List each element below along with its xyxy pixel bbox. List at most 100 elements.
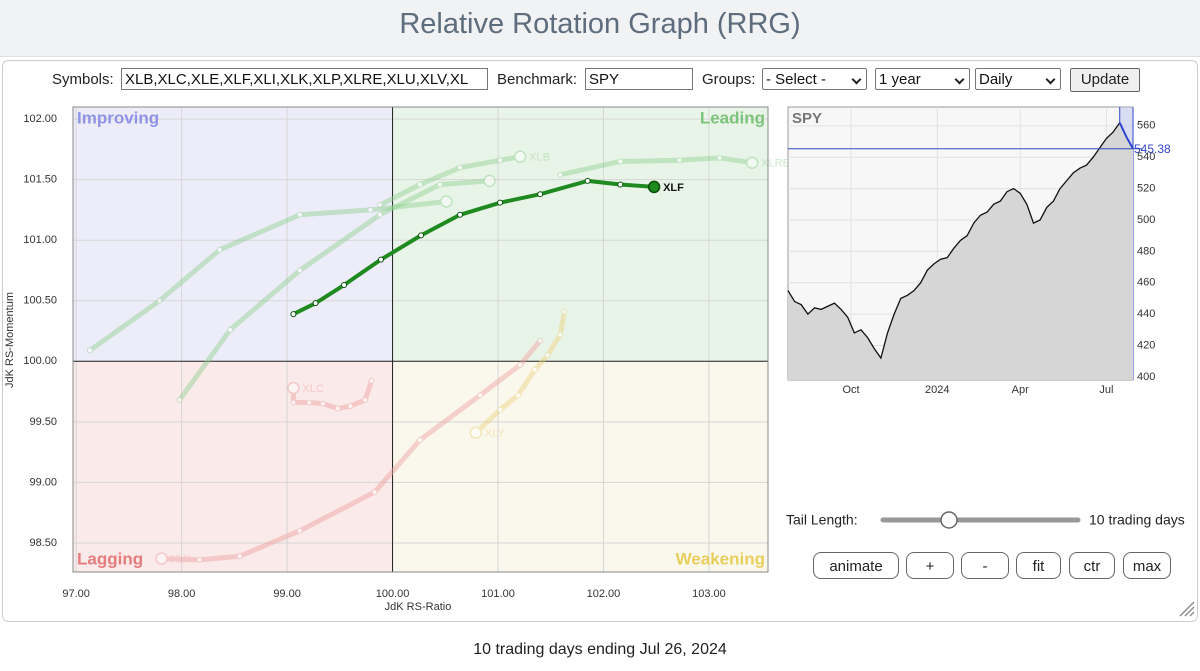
tail-point (362, 397, 369, 404)
tail-point (617, 181, 624, 188)
tail-point (557, 331, 564, 338)
tail-head (440, 195, 453, 208)
tail-line (377, 154, 523, 208)
tail-point (676, 157, 683, 164)
quadrant-label: Lagging (77, 549, 143, 568)
tail-point (437, 181, 444, 188)
control-button[interactable]: ctr (1069, 552, 1115, 579)
tail-point (86, 347, 93, 354)
tail-line (159, 338, 543, 563)
tail-point (216, 246, 223, 253)
series-label: XLRE (761, 158, 790, 170)
tail-label: Tail Length: (786, 512, 858, 528)
quadrant (73, 361, 393, 572)
tail-point (515, 392, 522, 399)
tail (176, 174, 496, 404)
y-tick-label: 101.00 (23, 234, 57, 246)
y-tick-label: 98.50 (29, 537, 57, 549)
tail: XLK (155, 337, 544, 566)
tail-line (557, 155, 755, 178)
tail-point (457, 211, 464, 218)
plot-frame (72, 106, 769, 573)
tail-point (156, 297, 163, 304)
tail-line (87, 198, 449, 353)
benchmark-input[interactable]: SPY (585, 68, 693, 90)
tail-line (290, 378, 374, 412)
footer: 10 trading days ending Jul 26, 2024 (473, 641, 727, 658)
tail-point (544, 352, 551, 359)
tail-point (376, 202, 383, 209)
tail-head (469, 426, 483, 439)
control-button[interactable]: animate (813, 552, 899, 579)
y-tick-label: 560 (1137, 120, 1155, 132)
symbols-input[interactable]: XLB,XLC,XLE,XLF,XLI,XLK,XLP,XLRE,XLU,XLV… (121, 68, 488, 90)
tail: XLB (376, 150, 550, 209)
control-button[interactable]: fit (1016, 552, 1061, 579)
y-tick-label: 400 (1137, 371, 1155, 383)
x-tick-label: 98.00 (168, 588, 196, 600)
tail: XLY (469, 308, 568, 440)
y-tick-label: 480 (1137, 245, 1155, 257)
series-label: XLK (171, 554, 192, 566)
quadrant (392, 361, 768, 572)
tail-point (368, 377, 375, 384)
y-tick-label: 100.00 (23, 355, 57, 367)
tail-point (497, 406, 504, 413)
tail: XLC (287, 377, 375, 412)
page-title: Relative Rotation Graph (RRG) (399, 8, 801, 40)
update-button[interactable]: Update (1070, 68, 1140, 92)
x-tick-label: 103.00 (692, 588, 726, 600)
x-tick-label: Jul (1099, 384, 1113, 396)
series-label: XLC (302, 383, 323, 395)
tail-point (176, 397, 183, 404)
y-tick-label: 100.50 (23, 295, 57, 307)
slider-thumb[interactable] (940, 511, 958, 529)
tail-point (497, 157, 504, 164)
tail-point (296, 267, 303, 274)
tail-point (457, 164, 464, 171)
tail: XLF (290, 177, 684, 318)
x-axis-label: JdK RS-Ratio (385, 601, 452, 613)
y-tick-label: 440 (1137, 308, 1155, 320)
resize-handle (1179, 601, 1195, 617)
y-tick-label: 420 (1137, 339, 1155, 351)
tail-line (473, 309, 567, 436)
tail-point (537, 337, 544, 344)
tail-point (537, 191, 544, 198)
tail-point (561, 308, 568, 315)
tail-point (497, 199, 504, 206)
symbols-label: Symbols: (52, 71, 114, 88)
groups-select[interactable]: - Select - (762, 68, 867, 90)
y-tick-label: 102.00 (23, 113, 57, 125)
tail-point (584, 177, 591, 184)
tail-head (513, 150, 527, 163)
tail-point (347, 403, 354, 410)
header: Relative Rotation Graph (RRG) (0, 0, 1200, 57)
x-tick-label: 100.00 (376, 588, 410, 600)
tail-point (416, 181, 423, 188)
tail-point (306, 399, 313, 406)
quadrant-label: Improving (77, 108, 159, 127)
quadrant (73, 107, 393, 362)
quadrant-label: Leading (700, 108, 765, 127)
tail-value: 10 trading days (1089, 512, 1185, 528)
tail-head (155, 552, 168, 565)
series-label: XLB (529, 152, 550, 164)
control-button[interactable]: - (961, 552, 1009, 579)
tail-head (483, 174, 496, 188)
tail-point (296, 211, 303, 218)
tail-point (371, 489, 378, 496)
control-button[interactable]: + (906, 552, 954, 579)
series-label: XLY (485, 428, 506, 440)
last-value-label: 545.38 (1134, 142, 1171, 156)
period-select[interactable]: 1 year (875, 68, 970, 90)
control-button[interactable]: max (1123, 552, 1171, 579)
x-tick-label: Oct (842, 384, 859, 396)
price-line (787, 122, 1121, 360)
tail-point (377, 256, 384, 263)
tail-point (617, 158, 624, 165)
frequency-select[interactable]: Daily (975, 68, 1061, 90)
y-tick-label: 520 (1137, 182, 1155, 194)
x-tick-label: 2024 (925, 384, 949, 396)
